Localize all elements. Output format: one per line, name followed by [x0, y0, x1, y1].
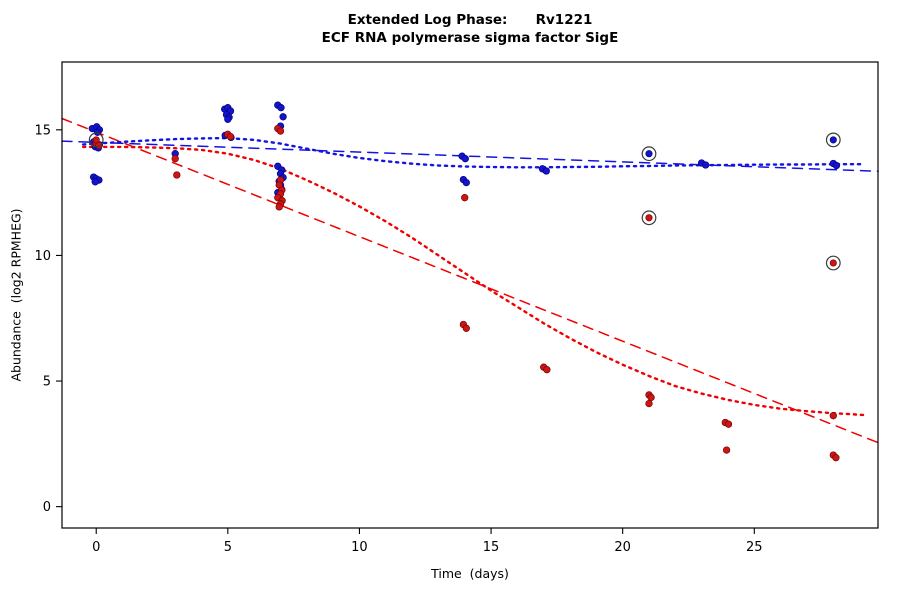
data-point-blue	[277, 104, 285, 112]
data-point-blue	[224, 115, 232, 123]
x-axis-label: Time (days)	[431, 566, 509, 581]
trend-line-red-linear-fit	[61, 117, 879, 444]
x-tick-label: 0	[92, 540, 100, 555]
x-tick-label: 5	[224, 540, 232, 555]
data-point-red	[832, 454, 840, 462]
marked-point-ring	[88, 132, 104, 148]
marked-point-ring	[641, 146, 657, 162]
marked-point-ring	[825, 132, 841, 148]
data-point-red	[829, 412, 837, 420]
data-point-red	[461, 194, 469, 202]
marked-data-point-red	[829, 259, 837, 267]
data-point-red	[173, 171, 181, 179]
data-point-red	[462, 324, 470, 332]
x-tick-label: 25	[746, 540, 763, 555]
chart-title: Extended Log Phase: Rv1221	[347, 12, 593, 28]
x-tick-label: 15	[483, 540, 500, 555]
chart-subtitle: ECF RNA polymerase sigma factor SigE	[321, 30, 619, 46]
y-tick-label: 15	[34, 123, 51, 138]
data-point-red	[275, 203, 283, 211]
x-tick-label: 10	[351, 540, 368, 555]
data-point-red	[543, 366, 551, 374]
data-point-red	[226, 132, 235, 141]
y-tick-label: 5	[43, 375, 51, 390]
data-point-red	[645, 399, 653, 408]
data-point-red	[171, 155, 179, 163]
marked-data-point-blue	[645, 150, 653, 158]
data-point-blue	[832, 161, 841, 170]
x-tick-label: 20	[614, 540, 631, 555]
data-point-blue	[462, 178, 470, 187]
marked-data-point-blue	[829, 136, 837, 144]
trend-line-red-loess-fit	[81, 145, 866, 417]
data-point-blue	[461, 155, 469, 163]
y-tick-label: 0	[43, 500, 51, 515]
marked-data-point-red	[645, 214, 653, 222]
trend-line-blue-loess-fit	[81, 136, 866, 169]
marked-point-ring	[825, 255, 841, 271]
data-point-blue	[91, 178, 99, 186]
data-point-red	[724, 420, 733, 428]
y-tick-label: 10	[34, 249, 51, 264]
data-point-red	[647, 393, 655, 402]
data-point-red	[276, 127, 285, 135]
data-point-blue	[542, 167, 550, 175]
plot-border	[61, 61, 879, 529]
data-point-blue	[279, 113, 287, 121]
data-point-red	[722, 446, 731, 454]
marked-point-ring	[641, 210, 657, 226]
trend-line-blue-linear-fit	[61, 140, 879, 173]
marked-data-point-red	[92, 136, 100, 144]
data-point-blue	[701, 161, 710, 169]
